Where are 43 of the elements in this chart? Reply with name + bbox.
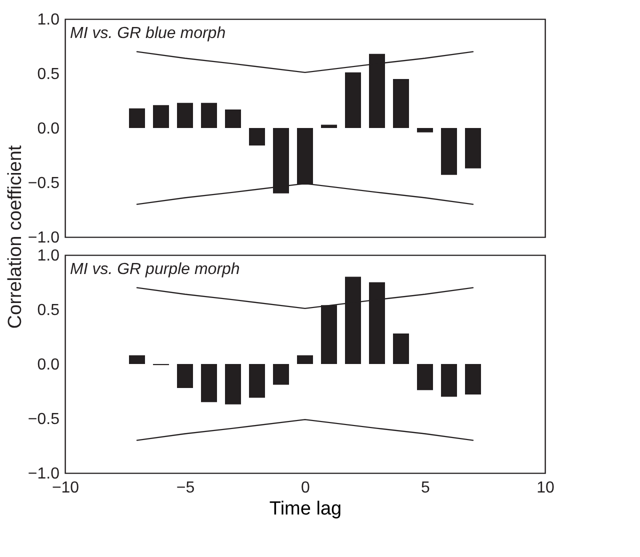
y-tick-label: −1.0 — [28, 230, 60, 246]
bar — [129, 355, 145, 364]
bar — [249, 128, 265, 146]
x-tick-label: −5 — [176, 480, 195, 496]
bar — [321, 124, 337, 128]
y-axis-title: Correlation coefficient — [5, 144, 26, 329]
y-tick-label: −0.5 — [28, 411, 60, 428]
bar — [201, 364, 217, 402]
chart-title: MI vs. GR blue morph — [70, 25, 226, 42]
bar — [393, 78, 409, 128]
bar — [417, 128, 433, 132]
y-tick-label: 1.0 — [37, 248, 60, 264]
bar — [297, 355, 313, 364]
x-tick-label: 10 — [536, 480, 554, 496]
bar — [249, 364, 265, 398]
y-tick-label: −1.0 — [28, 466, 60, 482]
bar — [393, 333, 409, 364]
x-axis-title: Time lag — [269, 498, 342, 520]
y-tick-label: 1.0 — [37, 12, 60, 28]
bar — [225, 109, 241, 128]
chart-title: MI vs. GR purple morph — [70, 261, 240, 278]
bar — [465, 364, 481, 395]
x-tick-label: −10 — [52, 480, 80, 496]
x-tick-label: 0 — [301, 480, 310, 496]
y-tick-label: −0.5 — [28, 175, 60, 192]
y-tick-label: 0.0 — [37, 120, 60, 138]
bar — [345, 72, 361, 128]
bar — [177, 102, 193, 128]
line-series — [136, 418, 474, 441]
x-tick-label: 5 — [421, 480, 430, 496]
y-tick-label: 0.5 — [37, 66, 60, 83]
bar — [129, 108, 145, 128]
bar — [153, 105, 169, 128]
bar — [465, 128, 481, 168]
bar — [177, 364, 193, 388]
bar — [225, 364, 241, 404]
bar — [201, 102, 217, 128]
bar — [417, 364, 433, 390]
bar — [441, 128, 457, 175]
y-tick-label: 0.0 — [37, 356, 60, 374]
y-tick-label: 0.5 — [37, 302, 60, 319]
bar — [273, 364, 289, 385]
bar — [441, 364, 457, 397]
